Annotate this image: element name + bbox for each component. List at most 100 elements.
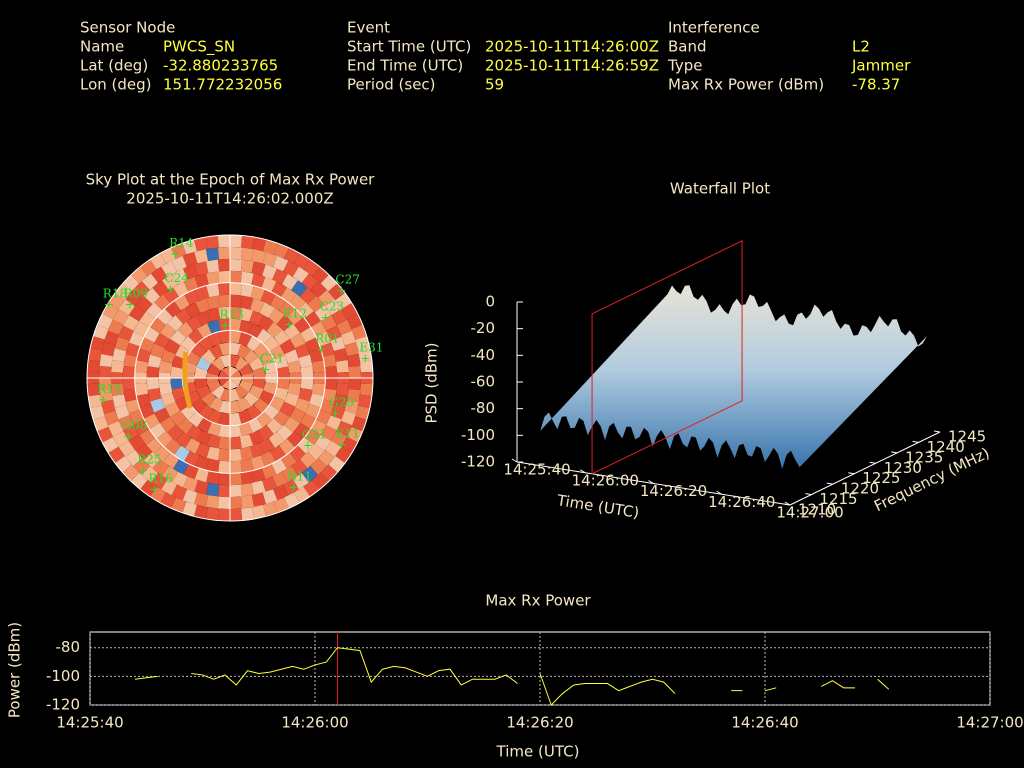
- heat-cell: [347, 426, 363, 443]
- heat-cell: [177, 418, 194, 435]
- satellite-label: R14: [169, 236, 194, 250]
- heat-cell: [262, 476, 277, 492]
- heat-cell: [314, 305, 332, 322]
- heat-cell: [196, 322, 212, 339]
- heat-cell: [290, 332, 306, 349]
- field-label: Name: [80, 38, 124, 56]
- z-tick-label: -20: [471, 319, 496, 337]
- heat-cell: [341, 330, 357, 346]
- heat-cell: [146, 378, 160, 390]
- z-axis-label: PSD (dBm): [423, 342, 441, 423]
- heat-cell: [273, 484, 289, 501]
- heat-cell: [303, 259, 320, 277]
- field-label: Lon (deg): [80, 76, 152, 94]
- heat-cell: [341, 410, 357, 426]
- heat-cell: [283, 479, 300, 496]
- chart-title: Waterfall Plot: [670, 180, 770, 198]
- heat-cell: [336, 359, 350, 373]
- heat-cell: [283, 260, 300, 277]
- heat-cell: [259, 390, 275, 406]
- heat-cell: [325, 440, 342, 457]
- heat-cell: [266, 418, 283, 435]
- z-tick-label: -60: [471, 373, 496, 391]
- heat-cell: [171, 387, 186, 401]
- heat-cell: [171, 255, 187, 272]
- heat-cell: [230, 330, 242, 344]
- heat-cell: [284, 349, 300, 364]
- heat-cell: [103, 410, 119, 426]
- heat-cell: [205, 507, 219, 521]
- heat-cell: [112, 431, 129, 448]
- satellite-label: R11: [288, 470, 312, 484]
- heat-cell: [348, 378, 362, 391]
- heat-cell: [170, 378, 184, 390]
- field-value: 59: [485, 76, 504, 94]
- heat-cell: [230, 342, 242, 356]
- y-tick-label: 1225: [862, 469, 900, 487]
- heat-cell: [230, 436, 242, 450]
- field-value: L2: [852, 38, 870, 56]
- heat-cell: [205, 495, 220, 509]
- heat-cell: [172, 281, 189, 298]
- field-value: 151.772232056: [163, 76, 282, 94]
- heat-cell: [260, 451, 276, 467]
- satellite-marker: +: [261, 362, 271, 376]
- y-tick: [933, 430, 941, 433]
- heat-cell: [279, 338, 296, 355]
- heat-cell: [182, 489, 198, 505]
- heat-cell: [158, 360, 173, 374]
- satellite-marker: +: [165, 282, 175, 296]
- heat-cell: [218, 306, 230, 320]
- heat-cell: [248, 322, 264, 339]
- heat-cell: [125, 449, 142, 467]
- heat-cell: [287, 382, 302, 396]
- heat-cell: [136, 393, 151, 408]
- heat-cell: [186, 315, 202, 331]
- heat-cell: [218, 448, 230, 462]
- heat-cell: [190, 342, 207, 358]
- heat-cell: [240, 446, 254, 461]
- y-tick: [848, 472, 855, 475]
- heat-cell: [103, 330, 119, 346]
- heat-cell: [263, 404, 280, 421]
- heat-cell: [230, 366, 239, 378]
- heat-cell: [235, 356, 249, 371]
- heat-cell: [172, 471, 188, 488]
- heat-cell: [347, 313, 363, 330]
- field-label: Start Time (UTC): [347, 38, 471, 56]
- satellite-label: C24: [164, 271, 189, 285]
- heat-cell: [328, 455, 345, 473]
- heat-cell: [253, 342, 270, 358]
- satellite-label: R18: [103, 287, 127, 301]
- satellite-label: G31: [302, 427, 327, 441]
- heat-cell: [208, 343, 223, 359]
- heat-cell: [198, 335, 214, 352]
- heat-cell: [324, 378, 338, 391]
- heat-cell: [135, 295, 153, 313]
- heat-cell: [326, 325, 342, 341]
- heat-cell: [261, 276, 277, 293]
- heat-cell: [218, 294, 230, 308]
- x-tick: [716, 490, 723, 495]
- heat-cell: [151, 473, 168, 490]
- heat-cell: [230, 354, 241, 368]
- z-tick-label: -80: [471, 399, 496, 417]
- y-tick-label: 1230: [884, 459, 922, 477]
- y-tick: [912, 440, 919, 443]
- heat-cell: [239, 422, 253, 437]
- heat-cell: [201, 392, 216, 407]
- heat-cell: [250, 297, 265, 313]
- heat-cell: [194, 261, 209, 276]
- heat-cell: [300, 378, 314, 390]
- heat-cell: [149, 343, 165, 358]
- z-tick-label: 0: [485, 293, 495, 311]
- heat-cell: [321, 425, 337, 442]
- heat-cell: [101, 399, 116, 414]
- heat-cell: [161, 466, 178, 483]
- heat-cell: [218, 330, 230, 344]
- satellite-marker: +: [360, 351, 370, 365]
- heat-cell: [250, 443, 265, 459]
- heat-cell: [301, 273, 319, 290]
- heat-cell: [230, 294, 242, 308]
- satellite-marker: +: [104, 298, 114, 312]
